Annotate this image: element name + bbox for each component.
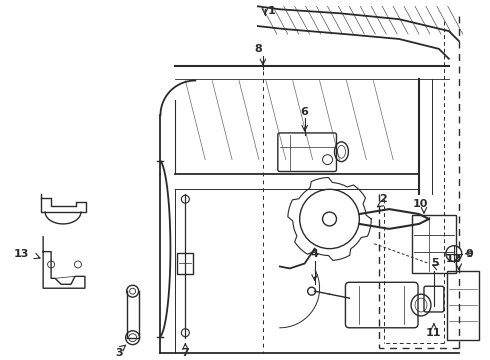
- Text: 6: 6: [301, 107, 309, 117]
- Text: 11: 11: [426, 328, 441, 338]
- Text: 2: 2: [379, 194, 387, 204]
- Text: 7: 7: [181, 347, 189, 357]
- Text: 13: 13: [14, 249, 29, 258]
- Text: 3: 3: [115, 347, 122, 357]
- Text: 9: 9: [466, 249, 474, 258]
- Text: 10: 10: [412, 199, 428, 209]
- Text: 8: 8: [254, 44, 262, 54]
- Text: 5: 5: [431, 258, 439, 269]
- Text: 1: 1: [268, 6, 275, 16]
- Text: 4: 4: [311, 249, 319, 258]
- Text: 12: 12: [446, 253, 462, 264]
